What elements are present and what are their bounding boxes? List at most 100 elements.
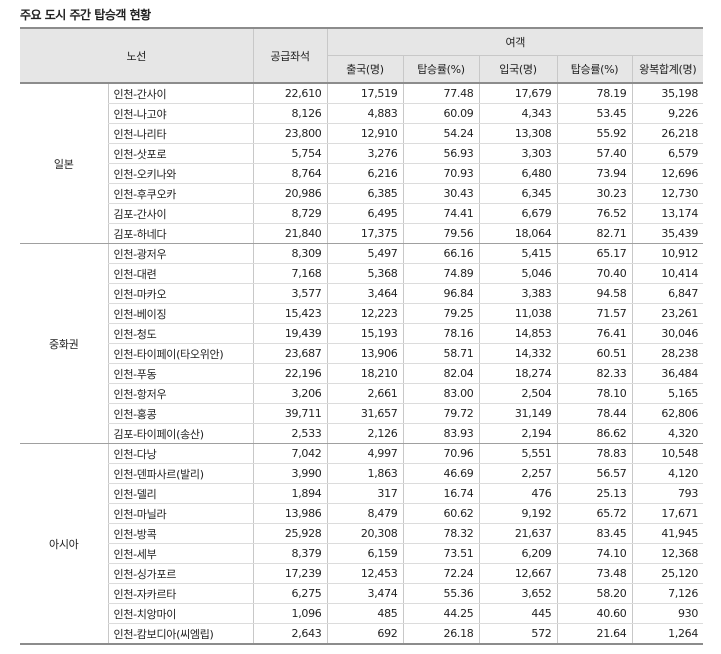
round-trip-total-cell: 6,579 — [631, 143, 704, 164]
arrival-rate-cell: 73.94 — [556, 163, 633, 184]
arrival-cell: 12,667 — [478, 563, 558, 584]
header-route: 노선 — [20, 27, 254, 84]
route-cell: 인천-항저우 — [107, 383, 254, 404]
seats-cell: 8,729 — [252, 203, 328, 224]
seats-cell: 7,042 — [252, 443, 328, 464]
departure-cell: 485 — [326, 603, 404, 624]
arrival-cell: 11,038 — [478, 303, 558, 324]
departure-rate-cell: 58.71 — [402, 343, 480, 364]
seats-cell: 8,309 — [252, 243, 328, 264]
departure-cell: 8,479 — [326, 503, 404, 524]
route-cell: 김포-하네다 — [107, 223, 254, 244]
route-cell: 인천-마카오 — [107, 283, 254, 304]
arrival-rate-cell: 53.45 — [556, 103, 633, 124]
arrival-rate-cell: 78.19 — [556, 83, 633, 104]
route-cell: 인천-치앙마이 — [107, 603, 254, 624]
arrival-cell: 6,480 — [478, 163, 558, 184]
departure-rate-cell: 78.32 — [402, 523, 480, 544]
arrival-cell: 18,274 — [478, 363, 558, 384]
arrival-rate-cell: 71.57 — [556, 303, 633, 324]
header-round-trip-total: 왕복합계(명) — [631, 55, 704, 84]
seats-cell: 8,126 — [252, 103, 328, 124]
departure-rate-cell: 83.00 — [402, 383, 480, 404]
table-row: 인천-자카르타 6,275 3,474 55.36 3,652 58.20 7,126 — [20, 583, 704, 604]
route-cell: 김포-타이페이(송산) — [107, 423, 254, 444]
round-trip-total-cell: 1,264 — [631, 623, 704, 645]
round-trip-total-cell: 41,945 — [631, 523, 704, 544]
departure-cell: 17,519 — [326, 83, 404, 104]
route-cell: 인천-다낭 — [107, 443, 254, 464]
round-trip-total-cell: 10,912 — [631, 243, 704, 264]
table-row: 인천-덴파사르(발리) 3,990 1,863 46.69 2,257 56.57 4,12… — [20, 463, 704, 484]
table-row: 인천-항저우 3,206 2,661 83.00 2,504 78.10 5,165 — [20, 383, 704, 404]
arrival-rate-cell: 82.33 — [556, 363, 633, 384]
arrival-cell: 5,046 — [478, 263, 558, 284]
arrival-cell: 31,149 — [478, 403, 558, 424]
arrival-cell: 14,853 — [478, 323, 558, 344]
seats-cell: 8,379 — [252, 543, 328, 564]
route-cell: 인천-델리 — [107, 483, 254, 504]
arrival-rate-cell: 25.13 — [556, 483, 633, 504]
route-cell: 인천-청도 — [107, 323, 254, 344]
departure-cell: 3,276 — [326, 143, 404, 164]
seats-cell: 21,840 — [252, 223, 328, 244]
arrival-cell: 2,257 — [478, 463, 558, 484]
route-cell: 인천-삿포로 — [107, 143, 254, 164]
departure-rate-cell: 79.25 — [402, 303, 480, 324]
table-row: 인천-청도 19,439 15,193 78.16 14,853 76.41 30,046 — [20, 323, 704, 344]
arrival-rate-cell: 70.40 — [556, 263, 633, 284]
arrival-rate-cell: 76.52 — [556, 203, 633, 224]
arrival-rate-cell: 76.41 — [556, 323, 633, 344]
departure-rate-cell: 72.24 — [402, 563, 480, 584]
arrival-rate-cell: 55.92 — [556, 123, 633, 144]
arrival-cell: 3,303 — [478, 143, 558, 164]
round-trip-total-cell: 10,548 — [631, 443, 704, 464]
departure-cell: 3,474 — [326, 583, 404, 604]
table-row: 인천-타이페이(타오위안) 23,687 13,906 58.71 14,332 60.5… — [20, 343, 704, 364]
departure-cell: 6,216 — [326, 163, 404, 184]
header-departure-rate: 탑승률(%) — [402, 55, 480, 84]
arrival-rate-cell: 40.60 — [556, 603, 633, 624]
departure-rate-cell: 54.24 — [402, 123, 480, 144]
round-trip-total-cell: 26,218 — [631, 123, 704, 144]
seats-cell: 8,764 — [252, 163, 328, 184]
departure-rate-cell: 55.36 — [402, 583, 480, 604]
departure-rate-cell: 60.09 — [402, 103, 480, 124]
table-row: 중화권 인천-광저우 8,309 5,497 66.16 5,415 65.17 10,912 — [20, 243, 704, 444]
seats-cell: 3,206 — [252, 383, 328, 404]
departure-rate-cell: 16.74 — [402, 483, 480, 504]
arrival-cell: 445 — [478, 603, 558, 624]
region-cell: 아시아 — [20, 443, 108, 645]
departure-rate-cell: 77.48 — [402, 83, 480, 104]
table-row: 인천-나리타 23,800 12,910 54.24 13,308 55.92 26,218 — [20, 123, 704, 144]
route-cell: 인천-덴파사르(발리) — [107, 463, 254, 484]
departure-cell: 6,495 — [326, 203, 404, 224]
arrival-cell: 6,345 — [478, 183, 558, 204]
route-cell: 인천-푸동 — [107, 363, 254, 384]
document-title: 주요 도시 주간 탑승객 현황 — [20, 8, 151, 22]
seats-cell: 22,610 — [252, 83, 328, 104]
round-trip-total-cell: 23,261 — [631, 303, 704, 324]
table-row: 김포-간사이 8,729 6,495 74.41 6,679 76.52 13,174 — [20, 203, 704, 224]
round-trip-total-cell: 12,696 — [631, 163, 704, 184]
arrival-cell: 6,209 — [478, 543, 558, 564]
seats-cell: 15,423 — [252, 303, 328, 324]
departure-cell: 4,997 — [326, 443, 404, 464]
round-trip-total-cell: 4,320 — [631, 423, 704, 444]
departure-rate-cell: 96.84 — [402, 283, 480, 304]
round-trip-total-cell: 25,120 — [631, 563, 704, 584]
arrival-cell: 4,343 — [478, 103, 558, 124]
table-row: 인천-캄보디아(씨엠립) 2,643 692 26.18 572 21.64 1,264 — [20, 623, 704, 645]
passenger-stats-table: 노선 공급좌석 여객 출국(명) 탑승률(%) 입국(명) 탑승률(%) 왕복합… — [20, 27, 704, 645]
arrival-rate-cell: 78.10 — [556, 383, 633, 404]
arrival-rate-cell: 83.45 — [556, 523, 633, 544]
table-row: 인천-후쿠오카 20,986 6,385 30.43 6,345 30.23 12,730 — [20, 183, 704, 204]
table-row: 인천-마닐라 13,986 8,479 60.62 9,192 65.72 17,671 — [20, 503, 704, 524]
round-trip-total-cell: 35,198 — [631, 83, 704, 104]
arrival-cell: 18,064 — [478, 223, 558, 244]
departure-cell: 12,223 — [326, 303, 404, 324]
round-trip-total-cell: 930 — [631, 603, 704, 624]
round-trip-total-cell: 30,046 — [631, 323, 704, 344]
arrival-cell: 3,383 — [478, 283, 558, 304]
seats-cell: 5,754 — [252, 143, 328, 164]
